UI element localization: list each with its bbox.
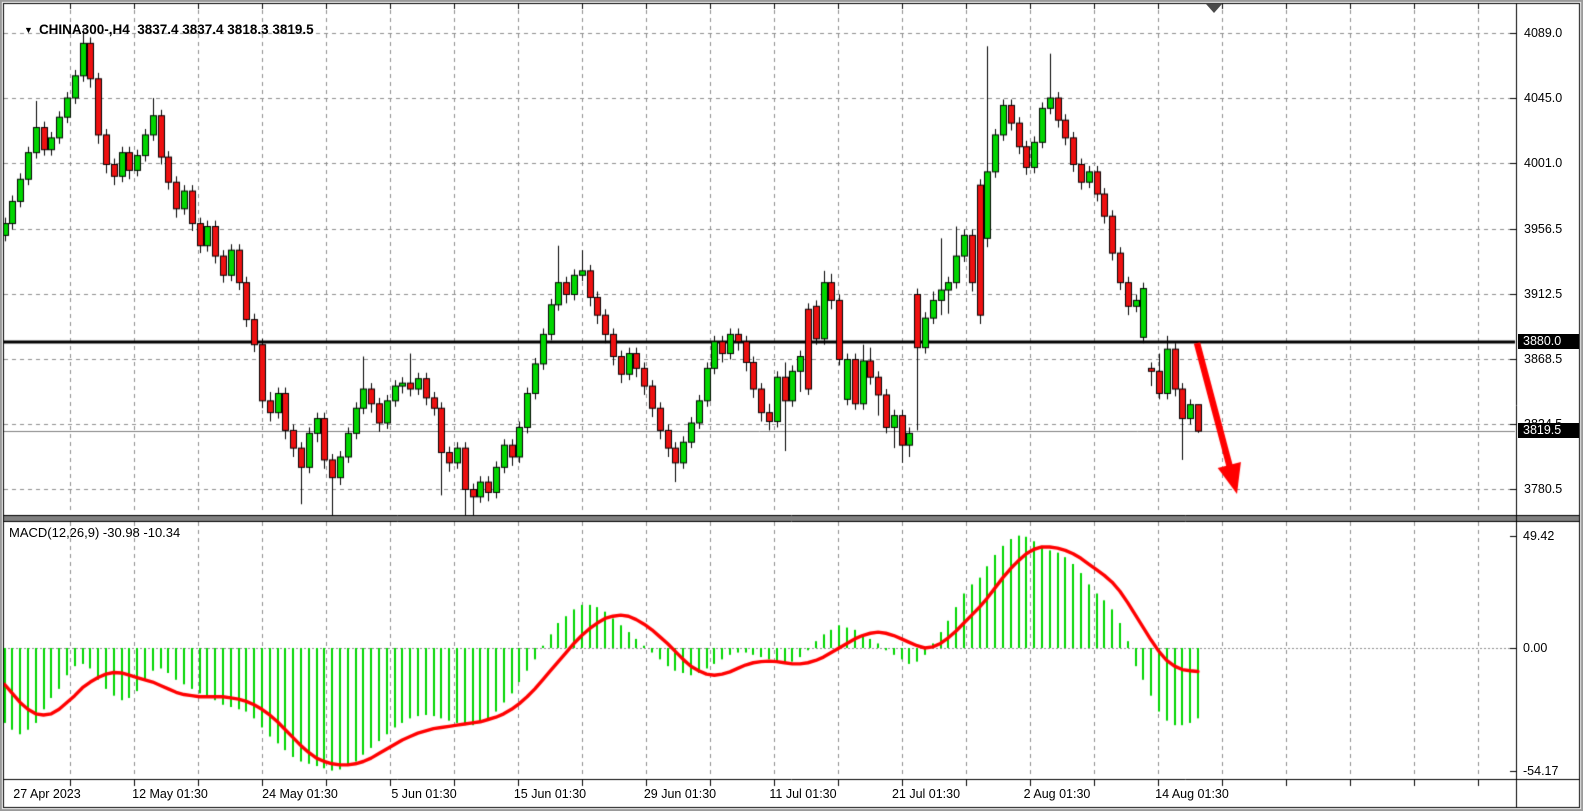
time-tick-label: 14 Aug 01:30 <box>1155 787 1229 801</box>
symbol-ohlc-text: CHINA300-,H4 3837.4 3837.4 3818.3 3819.5 <box>38 22 314 37</box>
symbol-info-overlay: ▼ CHINA300-,H4 3837.4 3837.4 3818.3 3819.… <box>9 7 314 52</box>
price-tick-label: 3956.5 <box>1524 222 1563 236</box>
price-tick-label: 4089.0 <box>1524 26 1563 40</box>
chart-shift-marker-icon[interactable] <box>1206 4 1222 13</box>
price-tick-label: 4045.0 <box>1524 91 1563 105</box>
time-tick-label: 24 May 01:30 <box>262 787 338 801</box>
macd-tick-label: 49.42 <box>1523 529 1555 543</box>
hline-price-badge: 3880.0 <box>1518 334 1579 349</box>
macd-indicator-label: MACD(12,26,9) -30.98 -10.34 <box>9 525 181 540</box>
current-price-badge: 3819.5 <box>1518 423 1579 438</box>
macd-tick-label: 0.00 <box>1523 641 1548 655</box>
time-tick-label: 12 May 01:30 <box>132 787 208 801</box>
price-tick-label: 3912.5 <box>1524 287 1563 301</box>
time-tick-label: 5 Jun 01:30 <box>391 787 457 801</box>
time-tick-label: 29 Jun 01:30 <box>643 787 717 801</box>
macd-tick-label: -54.17 <box>1523 764 1559 778</box>
time-tick-label: 2 Aug 01:30 <box>1023 787 1091 801</box>
price-tick-label: 3868.5 <box>1524 352 1563 366</box>
time-tick-label: 11 Jul 01:30 <box>769 787 837 801</box>
time-tick-label: 15 Jun 01:30 <box>513 787 587 801</box>
time-tick-label: 27 Apr 2023 <box>13 787 81 801</box>
price-scale[interactable] <box>1517 0 1583 811</box>
price-tick-label: 4001.0 <box>1524 156 1563 170</box>
time-tick-label: 21 Jul 01:30 <box>891 787 961 801</box>
collapse-triangle-icon[interactable]: ▼ <box>24 25 33 35</box>
price-tick-label: 3780.5 <box>1524 482 1563 496</box>
